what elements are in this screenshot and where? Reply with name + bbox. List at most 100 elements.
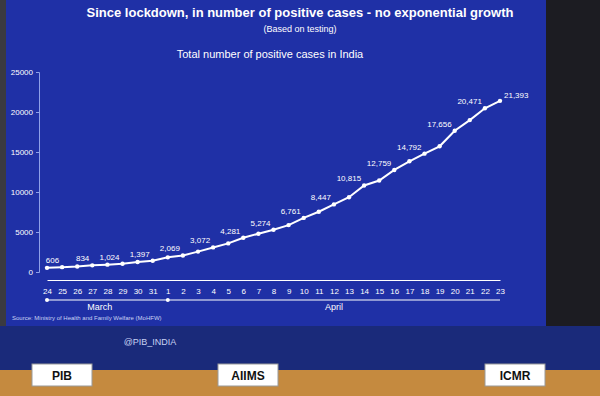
y-tick: 0 (29, 268, 39, 277)
subtitle: (Based on testing) (263, 24, 336, 34)
nameplate-text: ICMR (500, 369, 531, 383)
x-tick-label: 14 (360, 287, 369, 296)
x-tick: 12 (330, 280, 339, 296)
x-tick: 8 (272, 280, 277, 296)
data-label: 2,069 (160, 244, 181, 253)
month-dot (45, 298, 49, 302)
x-tick-label: 30 (134, 287, 143, 296)
data-point (45, 266, 49, 270)
data-point (422, 151, 426, 155)
x-axis-line (48, 280, 501, 281)
x-axis: 2425262728293031123456789101112131415161… (43, 280, 505, 296)
x-tick: 27 (88, 280, 97, 296)
x-tick-label: 7 (257, 287, 262, 296)
data-point (75, 264, 79, 268)
y-tick: 5000 (15, 228, 39, 237)
x-tick: 21 (466, 280, 475, 296)
data-label: 1,397 (130, 250, 151, 259)
data-point (256, 231, 260, 235)
data-point (498, 99, 502, 103)
nameplate (485, 364, 545, 386)
x-tick: 11 (315, 280, 324, 296)
x-tick: 29 (119, 280, 128, 296)
x-tick: 19 (436, 280, 445, 296)
x-tick: 9 (287, 280, 292, 296)
data-point (120, 262, 124, 266)
month-label: April (325, 302, 343, 312)
y-tick-mark (36, 232, 39, 233)
x-tick: 2 (181, 280, 186, 296)
heading: Total number of positive cases in India (177, 48, 364, 60)
data-point (377, 178, 381, 182)
x-tick-label: 18 (421, 287, 430, 296)
x-tick-label: 28 (103, 287, 112, 296)
y-tick: 10000 (11, 188, 39, 197)
y-tick-mark (36, 272, 39, 273)
y-axis-line (36, 73, 40, 273)
x-tick: 22 (481, 280, 490, 296)
x-tick-label: 2 (181, 287, 186, 296)
data-label: 8,447 (311, 193, 332, 202)
x-tick-label: 16 (390, 287, 399, 296)
data-point (453, 129, 457, 133)
x-tick-label: 6 (242, 287, 247, 296)
x-tick: 23 (496, 280, 505, 296)
data-point (286, 223, 290, 227)
data-point (211, 245, 215, 249)
x-tick: 4 (211, 280, 216, 296)
month-line (47, 300, 500, 301)
data-label: 14,792 (397, 143, 422, 152)
y-tick-label: 20000 (11, 108, 34, 117)
x-tick-label: 21 (466, 287, 475, 296)
data-label: 1,024 (99, 253, 120, 262)
x-tick: 31 (149, 280, 158, 296)
data-point (105, 262, 109, 266)
x-tick-label: 10 (300, 287, 309, 296)
x-tick: 3 (196, 280, 201, 296)
x-tick-label: 27 (88, 287, 97, 296)
nameplate-text: AIIMS (231, 369, 264, 383)
data-labels: 6068341,0241,3972,0693,0724,2815,2746,76… (46, 91, 529, 265)
scene: @PIB_INDIASince lockdown, in number of p… (0, 0, 600, 396)
x-tick: 7 (257, 280, 262, 296)
data-point (151, 259, 155, 263)
x-tick-label: 23 (496, 287, 505, 296)
x-tick-label: 25 (58, 287, 67, 296)
x-tick-label: 3 (196, 287, 201, 296)
data-point (196, 249, 200, 253)
y-tick-mark (36, 72, 39, 73)
x-tick: 20 (451, 280, 460, 296)
data-point (362, 183, 366, 187)
x-tick-label: 29 (119, 287, 128, 296)
screen (6, 0, 546, 326)
x-tick-label: 9 (287, 287, 292, 296)
y-tick: 15000 (11, 148, 39, 157)
wall (545, 0, 600, 340)
data-label: 17,656 (427, 120, 452, 129)
x-tick: 17 (405, 280, 414, 296)
plot-marks (45, 99, 502, 270)
data-label: 12,759 (367, 159, 392, 168)
data-point (317, 210, 321, 214)
x-tick-label: 13 (345, 287, 354, 296)
y-tick-mark (36, 112, 39, 113)
x-tick-label: 11 (315, 287, 324, 296)
title: Since lockdown, in number of positive ca… (87, 5, 514, 20)
x-tick-label: 15 (375, 287, 384, 296)
data-point (166, 255, 170, 259)
x-tick-label: 31 (149, 287, 158, 296)
x-tick-label: 24 (43, 287, 52, 296)
x-tick-label: 19 (436, 287, 445, 296)
x-tick-label: 1 (166, 287, 171, 296)
x-tick-label: 20 (451, 287, 460, 296)
y-tick: 20000 (11, 108, 39, 117)
x-tick-label: 12 (330, 287, 339, 296)
x-tick-label: 17 (405, 287, 414, 296)
x-tick-label: 5 (226, 287, 231, 296)
data-point (347, 195, 351, 199)
data-point (483, 106, 487, 110)
source: Source: Ministry of Health and Family We… (12, 315, 162, 321)
data-label: 4,281 (220, 227, 241, 236)
data-point (468, 118, 472, 122)
data-point (437, 144, 441, 148)
